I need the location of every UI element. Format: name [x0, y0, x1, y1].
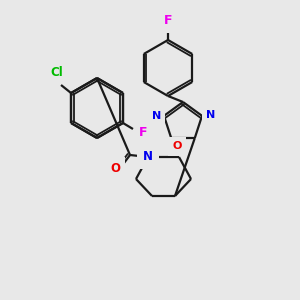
Text: F: F — [164, 14, 172, 26]
Text: F: F — [139, 127, 148, 140]
Text: N: N — [152, 111, 161, 121]
Text: Cl: Cl — [51, 66, 63, 79]
Text: N: N — [143, 151, 153, 164]
Text: O: O — [172, 141, 182, 151]
Text: O: O — [110, 162, 120, 175]
Text: N: N — [206, 110, 215, 120]
